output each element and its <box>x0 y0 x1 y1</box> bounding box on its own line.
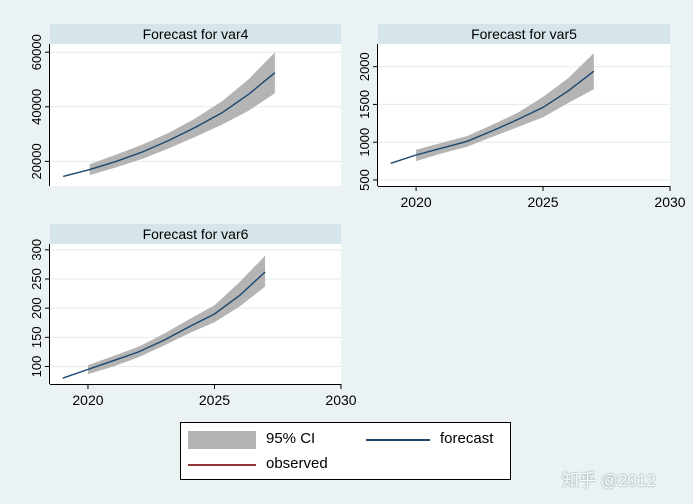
legend-forecast-label: forecast <box>440 430 494 447</box>
legend-observed-label: observed <box>266 455 328 472</box>
ci-band <box>88 255 266 375</box>
forecast-line <box>62 271 266 379</box>
x-tick-label: 2030 <box>654 194 685 210</box>
y-tick-label: 40000 <box>29 89 44 125</box>
forecast-line <box>63 72 276 178</box>
chart-title: Forecast for var5 <box>471 26 577 42</box>
y-tick-label: 20000 <box>29 143 44 179</box>
y-tick-label: 60000 <box>29 34 44 70</box>
legend-observed-swatch <box>188 464 256 466</box>
x-tick-label: 2025 <box>527 194 558 210</box>
title-bar <box>378 24 670 44</box>
watermark: 知乎 @2012 <box>562 471 656 490</box>
panel-var5: Forecast for var5 500 1000 1500 2000 2020 2025… <box>357 24 686 210</box>
panel-var6: Forecast for var6 100 150 200 250 300 2020 2025… <box>29 224 357 408</box>
x-tick-label: 2020 <box>72 392 103 408</box>
y-tick-label: 300 <box>29 239 44 261</box>
y-tick-label: 1500 <box>357 90 372 119</box>
y-tick-label: 500 <box>357 169 372 191</box>
plot-area <box>50 244 341 384</box>
title-bar <box>50 224 341 244</box>
legend-forecast-swatch <box>366 439 430 441</box>
forecast-line <box>390 70 595 164</box>
y-tick-label: 1000 <box>357 128 372 157</box>
x-tick-label: 2025 <box>199 392 230 408</box>
y-tick-label: 200 <box>29 297 44 319</box>
y-tick-label: 2000 <box>357 52 372 81</box>
x-tick-label: 2020 <box>401 194 432 210</box>
chart-title: Forecast for var4 <box>143 26 249 42</box>
x-tick-label: 2030 <box>325 392 356 408</box>
y-tick-label: 150 <box>29 326 44 348</box>
panel-var4: Forecast for var4 20000 40000 60000 <box>29 24 341 186</box>
legend: 95% CI forecast observed <box>180 422 511 480</box>
ci-band <box>89 52 275 176</box>
title-bar <box>50 24 341 44</box>
chart-title: Forecast for var6 <box>143 226 249 242</box>
legend-ci-label: 95% CI <box>266 430 316 447</box>
legend-ci-swatch <box>188 431 256 449</box>
y-tick-label: 250 <box>29 268 44 290</box>
y-tick-label: 100 <box>29 356 44 378</box>
